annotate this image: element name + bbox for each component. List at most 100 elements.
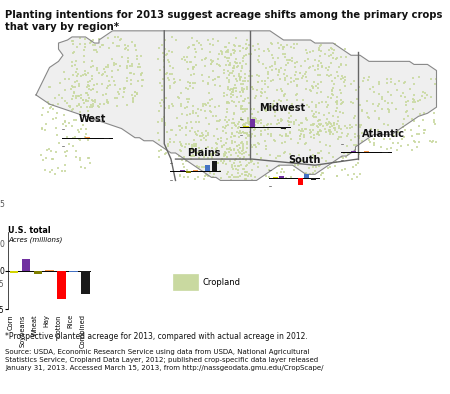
Point <box>190 152 198 159</box>
Point <box>158 83 166 89</box>
Point <box>179 143 186 149</box>
Point <box>342 62 349 68</box>
Point <box>209 174 216 180</box>
Point <box>356 102 364 108</box>
Point <box>237 173 244 179</box>
Point <box>410 81 417 87</box>
Point <box>179 110 186 117</box>
Point <box>183 141 190 147</box>
Point <box>164 57 171 63</box>
Point <box>333 101 341 107</box>
Point <box>262 107 269 113</box>
Point <box>271 59 279 65</box>
Point <box>329 78 336 85</box>
Point <box>243 145 250 151</box>
Point <box>191 46 198 52</box>
Point <box>69 84 76 91</box>
Point <box>122 45 129 52</box>
Point <box>376 115 383 121</box>
Point <box>169 34 176 41</box>
Point <box>65 102 72 109</box>
Point <box>46 146 53 152</box>
Point <box>87 102 94 108</box>
Point <box>315 117 322 123</box>
Point <box>108 68 115 74</box>
Point <box>178 90 185 96</box>
Point <box>184 167 191 173</box>
Point <box>236 48 243 54</box>
Point <box>256 45 263 52</box>
Point <box>215 74 222 80</box>
Point <box>202 108 209 114</box>
Point <box>251 141 258 148</box>
Point <box>41 167 48 173</box>
Point <box>72 95 80 102</box>
Point <box>310 48 317 54</box>
Point <box>229 89 236 95</box>
Point <box>77 164 84 170</box>
Point <box>310 85 317 91</box>
Point <box>54 100 62 107</box>
Text: that vary by region*: that vary by region* <box>5 22 120 32</box>
Point <box>99 41 106 48</box>
Point <box>213 61 220 67</box>
Point <box>113 102 121 109</box>
Point <box>243 141 250 147</box>
Point <box>232 59 239 65</box>
Point <box>346 125 353 132</box>
Point <box>161 56 168 63</box>
Point <box>166 136 174 142</box>
Point <box>208 61 215 67</box>
Point <box>82 36 89 42</box>
Point <box>237 73 244 80</box>
Point <box>87 37 94 44</box>
Point <box>325 63 333 70</box>
Point <box>310 121 318 127</box>
Point <box>300 97 307 104</box>
Point <box>121 85 128 91</box>
Point <box>286 122 293 128</box>
Point <box>274 107 282 113</box>
Point <box>73 66 80 72</box>
Point <box>175 123 182 130</box>
Point <box>158 118 165 125</box>
Point <box>341 165 348 172</box>
Point <box>224 100 231 106</box>
Point <box>315 163 323 169</box>
Point <box>240 150 248 156</box>
Point <box>62 162 69 168</box>
Point <box>203 145 210 152</box>
Text: U.S. total: U.S. total <box>8 226 51 235</box>
Point <box>272 109 279 115</box>
Point <box>193 140 200 147</box>
Point <box>304 56 311 62</box>
Point <box>335 125 342 132</box>
Point <box>227 91 234 97</box>
Point <box>306 154 313 161</box>
Point <box>222 149 229 155</box>
Point <box>274 152 282 159</box>
Point <box>270 98 278 104</box>
Point <box>316 117 324 123</box>
Point <box>160 64 167 71</box>
Point <box>139 83 146 89</box>
Point <box>421 127 428 134</box>
Point <box>189 142 196 148</box>
Point <box>242 74 249 81</box>
Point <box>186 80 193 86</box>
Point <box>270 102 277 108</box>
Point <box>226 61 233 68</box>
Point <box>72 93 80 99</box>
Point <box>202 115 210 121</box>
Point <box>93 47 100 54</box>
Point <box>196 119 203 125</box>
Point <box>230 67 237 74</box>
Point <box>414 143 421 150</box>
Point <box>166 103 173 109</box>
Point <box>239 63 246 69</box>
Point <box>250 85 257 92</box>
Point <box>191 71 198 77</box>
Point <box>333 56 340 62</box>
Point <box>333 93 340 100</box>
Point <box>240 129 247 136</box>
